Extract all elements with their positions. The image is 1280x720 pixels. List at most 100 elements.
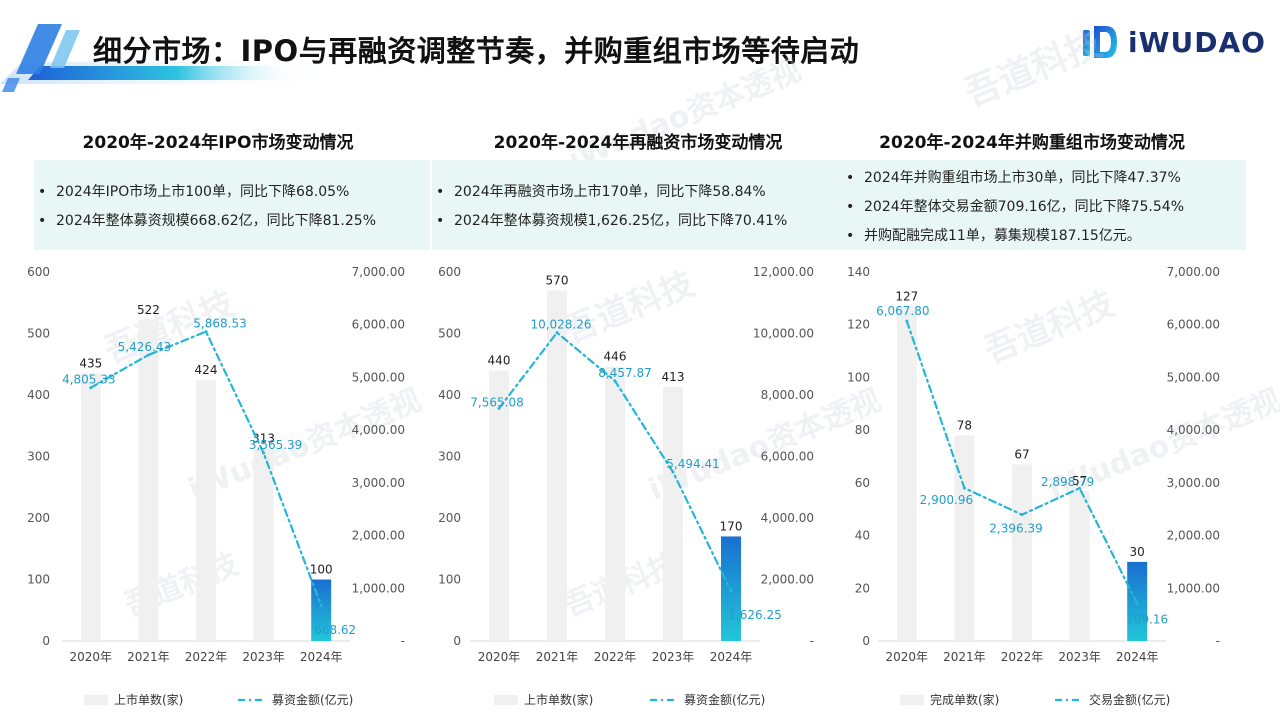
panel-ipo: 2020年-2024年IPO市场变动情况 — [8, 118, 428, 718]
left-axis-tick-label: 140 — [847, 265, 870, 279]
x-axis-tick-label: 2020年 — [886, 650, 929, 664]
left-axis-tick-label: 100 — [27, 573, 50, 587]
right-axis-tick-label: 1,000.00 — [352, 581, 405, 595]
bar — [954, 435, 975, 641]
bar — [1012, 464, 1032, 641]
right-axis-tick-label: 8,000.00 — [761, 388, 814, 402]
legend-line-label: 募资金额(亿元) — [272, 692, 353, 707]
x-axis-tick-label: 2021年 — [943, 650, 986, 664]
panel-title: 2020年-2024年并购重组市场变动情况 — [879, 133, 1185, 153]
summary-box: 2024年IPO市场上市100单，同比下降68.05% 2024年整体募资规模6… — [34, 160, 430, 250]
brand-logo: iWUDAO — [1080, 22, 1266, 62]
line-value-label: 10,028.26 — [530, 318, 591, 332]
logo-mark-icon — [1083, 26, 1117, 58]
left-axis-tick-label: 40 — [855, 529, 870, 543]
summary-bullet: 2024年整体交易金额709.16亿，同比下降75.54% — [842, 193, 1246, 222]
line-value-label: 3,565.39 — [249, 438, 302, 452]
legend-bar-swatch — [900, 695, 924, 705]
bar — [253, 448, 274, 641]
left-axis-tick-label: 500 — [438, 327, 461, 341]
left-axis-tick-label: 600 — [27, 265, 50, 279]
bar — [1069, 490, 1090, 641]
x-axis-tick-label: 2020年 — [478, 650, 521, 664]
bar-value-label: 413 — [662, 370, 685, 384]
legend-bar-swatch — [84, 695, 108, 705]
right-axis-tick-label: 2,000.00 — [352, 529, 405, 543]
x-axis-tick-label: 2021年 — [127, 650, 170, 664]
right-axis-tick-label: 2,000.00 — [761, 573, 814, 587]
x-axis-tick-label: 2022年 — [594, 650, 637, 664]
line-point — [1078, 486, 1082, 490]
line-point — [962, 486, 966, 490]
x-axis-tick-label: 2021年 — [536, 650, 579, 664]
line-value-label: 6,067.80 — [876, 304, 929, 318]
bar-value-label: 30 — [1130, 545, 1145, 559]
bar-value-label: 67 — [1014, 447, 1029, 461]
line-point — [89, 386, 93, 390]
right-axis-tick-label: 3,000.00 — [1167, 476, 1220, 490]
left-axis-tick-label: 100 — [438, 573, 461, 587]
right-axis-tick-label: 2,000.00 — [1167, 529, 1220, 543]
line-value-label: 668.62 — [314, 623, 356, 637]
right-axis-tick-label: 1,000.00 — [1167, 581, 1220, 595]
page-title: 细分市场：IPO与再融资调整节奏，并购重组市场等待启动 — [93, 34, 860, 68]
bar — [196, 380, 216, 641]
line-value-label: 5,868.53 — [193, 317, 246, 331]
summary-box: 2024年并购重组市场上市30单，同比下降47.37% 2024年整体交易金额7… — [842, 160, 1246, 251]
right-axis-tick-label: - — [401, 634, 405, 648]
left-axis-tick-label: 60 — [855, 476, 870, 490]
line-point — [262, 451, 266, 455]
header: 细分市场：IPO与再融资调整节奏，并购重组市场等待启动 iWUDAO — [0, 0, 1280, 100]
line-point — [1020, 513, 1024, 517]
panel-mna: 2020年-2024年并购重组市场变动情况 — [822, 118, 1242, 718]
line-value-label: 7,565.08 — [470, 395, 523, 409]
line-value-label: 709.16 — [1126, 613, 1168, 627]
bar-value-label: 440 — [488, 353, 511, 367]
left-axis-tick-label: 200 — [27, 511, 50, 525]
panel-title: 2020年-2024年IPO市场变动情况 — [82, 133, 354, 153]
line-value-label: 2,900.96 — [920, 493, 973, 507]
summary-box: 2024年再融资市场上市170单，同比下降58.84% 2024年整体募资规模1… — [432, 160, 842, 250]
right-axis-tick-label: 7,000.00 — [352, 265, 405, 279]
bar-value-label: 522 — [137, 303, 160, 317]
summary-bullet: 2024年再融资市场上市170单，同比下降58.84% — [432, 178, 842, 207]
left-axis-tick-label: 300 — [27, 450, 50, 464]
line-value-label: 1,626.25 — [728, 608, 781, 622]
header-decoration — [0, 24, 340, 92]
line-value-label: 4,805.33 — [62, 373, 115, 387]
bar-value-label: 78 — [957, 418, 972, 432]
x-axis-tick-label: 2020年 — [70, 650, 113, 664]
legend-bar-swatch — [494, 695, 518, 705]
summary-bullet: 2024年并购重组市场上市30单，同比下降47.37% — [842, 164, 1246, 193]
bar — [138, 319, 159, 641]
bar — [663, 387, 683, 641]
x-axis-tick-label: 2023年 — [652, 650, 695, 664]
bar-value-label: 170 — [720, 519, 743, 533]
legend-bar-label: 完成单数(家) — [930, 692, 999, 707]
left-axis-tick-label: 300 — [438, 450, 461, 464]
left-axis-tick-label: 400 — [438, 388, 461, 402]
summary-bullet: 并购配融完成11单，募集规模187.15亿元。 — [842, 222, 1246, 251]
x-axis-tick-label: 2024年 — [1116, 650, 1159, 664]
left-axis-tick-label: 0 — [862, 634, 870, 648]
right-axis-tick-label: 3,000.00 — [352, 476, 405, 490]
right-axis-tick-label: 6,000.00 — [1167, 318, 1220, 332]
right-axis-tick-label: 6,000.00 — [352, 318, 405, 332]
line-value-label: 2,396.39 — [989, 522, 1042, 536]
line-point — [1135, 602, 1139, 606]
right-axis-tick-label: 5,000.00 — [352, 370, 405, 384]
left-axis-tick-label: 200 — [438, 511, 461, 525]
bar — [605, 366, 625, 641]
line-value-label: 5,494.41 — [666, 457, 719, 471]
right-axis-tick-label: 7,000.00 — [1167, 265, 1220, 279]
bar-value-label: 570 — [546, 273, 569, 287]
logo-text: iWUDAO — [1128, 25, 1266, 59]
right-axis-tick-label: 5,000.00 — [1167, 370, 1220, 384]
right-axis-tick-label: 4,000.00 — [1167, 423, 1220, 437]
line-value-label: 8,457.87 — [598, 366, 651, 380]
right-axis-tick-label: 4,000.00 — [352, 423, 405, 437]
legend-line-label: 募资金额(亿元) — [684, 692, 765, 707]
x-axis-tick-label: 2024年 — [710, 650, 753, 664]
right-axis-tick-label: 10,000.00 — [753, 327, 814, 341]
